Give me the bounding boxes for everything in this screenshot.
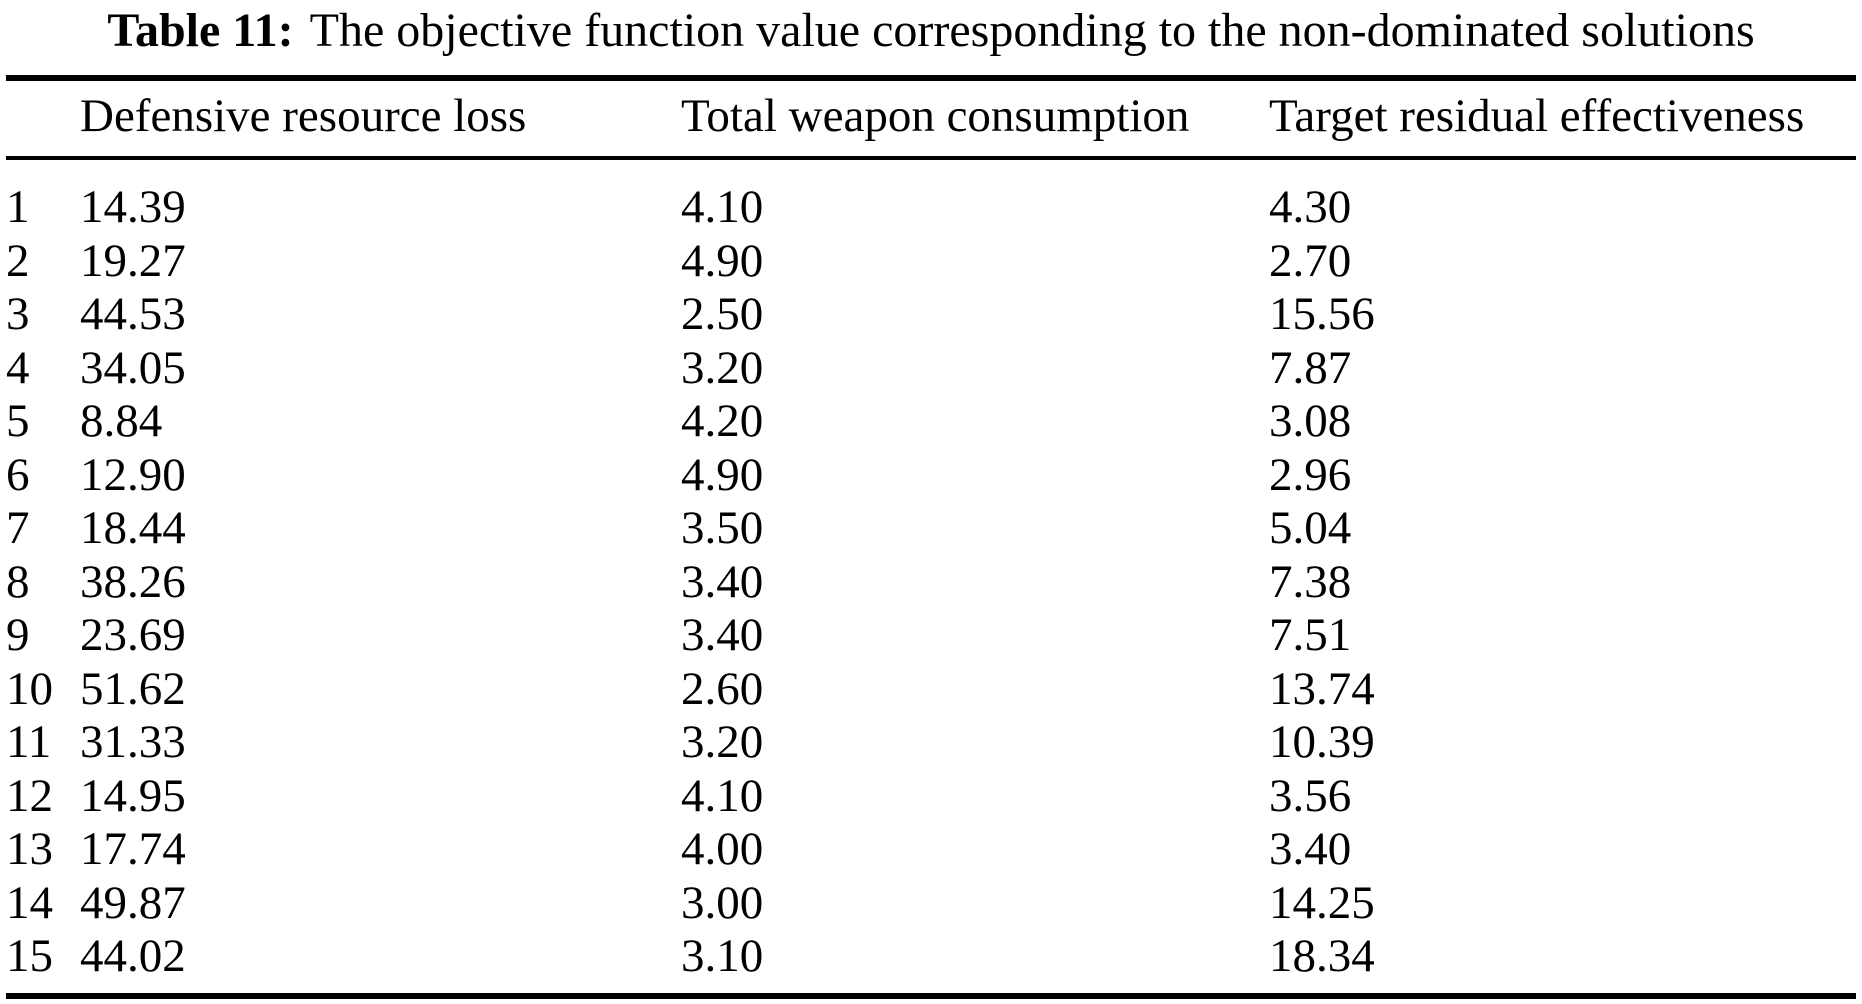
defensive-resource-loss-cell: 19.27 [80, 234, 186, 287]
row-index-cell: 10 [6, 662, 53, 715]
defensive-resource-loss-cell: 49.87 [80, 876, 186, 929]
total-weapon-consumption-cell: 3.10 [681, 930, 764, 982]
target-residual-effectiveness-cell: 7.38 [1269, 555, 1352, 608]
defensive-resource-loss-cell: 12.90 [80, 448, 186, 501]
defensive-resource-loss-cell: 14.95 [80, 769, 186, 822]
total-weapon-consumption-cell: 3.20 [681, 716, 764, 768]
row-index-cell: 2 [6, 234, 30, 287]
row-index-cell: 1 [6, 181, 30, 233]
column-header-target-residual-effectiveness: Target residual effectiveness [1269, 78, 1856, 160]
defensive-resource-loss-cell: 18.44 [80, 502, 186, 554]
target-residual-effectiveness-cell: 18.34 [1269, 930, 1375, 982]
target-residual-effectiveness-cell: 4.30 [1269, 181, 1352, 233]
column-header-total-weapon-consumption: Total weapon consumption [681, 78, 1269, 160]
table-row: 6 12.90 4.90 2.96 [6, 449, 1856, 503]
column-header-defensive-resource-loss: Defensive resource loss [80, 78, 681, 160]
row-index-cell: 5 [6, 395, 30, 447]
table-row: 14 49.87 3.00 14.25 [6, 877, 1856, 931]
defensive-resource-loss-cell: 44.53 [80, 288, 186, 340]
table-row: 11 31.33 3.20 10.39 [6, 716, 1856, 770]
table-caption-label: Table 11: [107, 4, 294, 57]
total-weapon-consumption-cell: 2.50 [681, 288, 764, 340]
table-caption-text: The objective function value correspondi… [309, 4, 1755, 57]
total-weapon-consumption-cell: 4.90 [681, 448, 764, 501]
row-index-cell: 13 [6, 823, 53, 875]
table-row: 12 14.95 4.10 3.56 [6, 770, 1856, 824]
total-weapon-consumption-cell: 3.20 [681, 341, 764, 394]
target-residual-effectiveness-cell: 3.40 [1269, 823, 1352, 875]
total-weapon-consumption-cell: 3.40 [681, 555, 764, 608]
table-row: 9 23.69 3.40 7.51 [6, 609, 1856, 663]
defensive-resource-loss-cell: 17.74 [80, 823, 186, 875]
defensive-resource-loss-cell: 23.69 [80, 609, 186, 661]
row-index-cell: 11 [6, 716, 52, 768]
target-residual-effectiveness-cell: 7.87 [1269, 341, 1352, 394]
row-index-cell: 6 [6, 448, 30, 501]
total-weapon-consumption-cell: 3.50 [681, 502, 764, 554]
row-index-cell: 4 [6, 341, 30, 394]
target-residual-effectiveness-cell: 5.04 [1269, 502, 1352, 554]
row-index-cell: 12 [6, 769, 53, 822]
table-header: Defensive resource loss Total weapon con… [6, 78, 1856, 160]
row-index-column-header [6, 78, 80, 160]
total-weapon-consumption-cell: 3.00 [681, 876, 764, 929]
table-row: 5 8.84 4.20 3.08 [6, 395, 1856, 449]
defensive-resource-loss-cell: 38.26 [80, 555, 186, 608]
defensive-resource-loss-cell: 51.62 [80, 662, 186, 715]
total-weapon-consumption-cell: 3.40 [681, 609, 764, 661]
row-index-cell: 15 [6, 930, 53, 982]
defensive-resource-loss-cell: 34.05 [80, 341, 186, 394]
table-row: 4 34.05 3.20 7.87 [6, 342, 1856, 396]
row-index-cell: 8 [6, 555, 30, 608]
target-residual-effectiveness-cell: 13.74 [1269, 662, 1375, 715]
total-weapon-consumption-cell: 4.20 [681, 395, 764, 447]
target-residual-effectiveness-cell: 2.96 [1269, 448, 1352, 501]
target-residual-effectiveness-cell: 7.51 [1269, 609, 1352, 661]
target-residual-effectiveness-cell: 2.70 [1269, 234, 1352, 287]
table-row: 1 14.39 4.10 4.30 [6, 158, 1856, 235]
row-index-cell: 3 [6, 288, 30, 340]
table-body: 1 14.39 4.10 4.30 2 19.27 4.90 2.70 3 44.53 2.50 15… [6, 158, 1856, 996]
objective-values-table: Defensive resource loss Total weapon con… [6, 75, 1856, 999]
table-row: 10 51.62 2.60 13.74 [6, 663, 1856, 717]
target-residual-effectiveness-cell: 3.08 [1269, 395, 1352, 447]
table-header-row: Defensive resource loss Total weapon con… [6, 78, 1856, 160]
table-row: 8 38.26 3.40 7.38 [6, 556, 1856, 610]
table-row: 13 17.74 4.00 3.40 [6, 823, 1856, 877]
table-row: 15 44.02 3.10 18.34 [6, 930, 1856, 996]
row-index-cell: 9 [6, 609, 30, 661]
defensive-resource-loss-cell: 14.39 [80, 181, 186, 233]
target-residual-effectiveness-cell: 15.56 [1269, 288, 1375, 340]
total-weapon-consumption-cell: 4.10 [681, 181, 764, 233]
table-row: 7 18.44 3.50 5.04 [6, 502, 1856, 556]
table-caption: Table 11: The objective function value co… [0, 0, 1862, 57]
total-weapon-consumption-cell: 2.60 [681, 662, 764, 715]
target-residual-effectiveness-cell: 10.39 [1269, 716, 1375, 768]
total-weapon-consumption-cell: 4.10 [681, 769, 764, 822]
table-row: 3 44.53 2.50 15.56 [6, 288, 1856, 342]
defensive-resource-loss-cell: 44.02 [80, 930, 186, 982]
row-index-cell: 7 [6, 502, 30, 554]
defensive-resource-loss-cell: 31.33 [80, 716, 186, 768]
defensive-resource-loss-cell: 8.84 [80, 395, 163, 447]
table-row: 2 19.27 4.90 2.70 [6, 235, 1856, 289]
target-residual-effectiveness-cell: 3.56 [1269, 769, 1352, 822]
row-index-cell: 14 [6, 876, 53, 929]
total-weapon-consumption-cell: 4.00 [681, 823, 764, 875]
total-weapon-consumption-cell: 4.90 [681, 234, 764, 287]
target-residual-effectiveness-cell: 14.25 [1269, 876, 1375, 929]
